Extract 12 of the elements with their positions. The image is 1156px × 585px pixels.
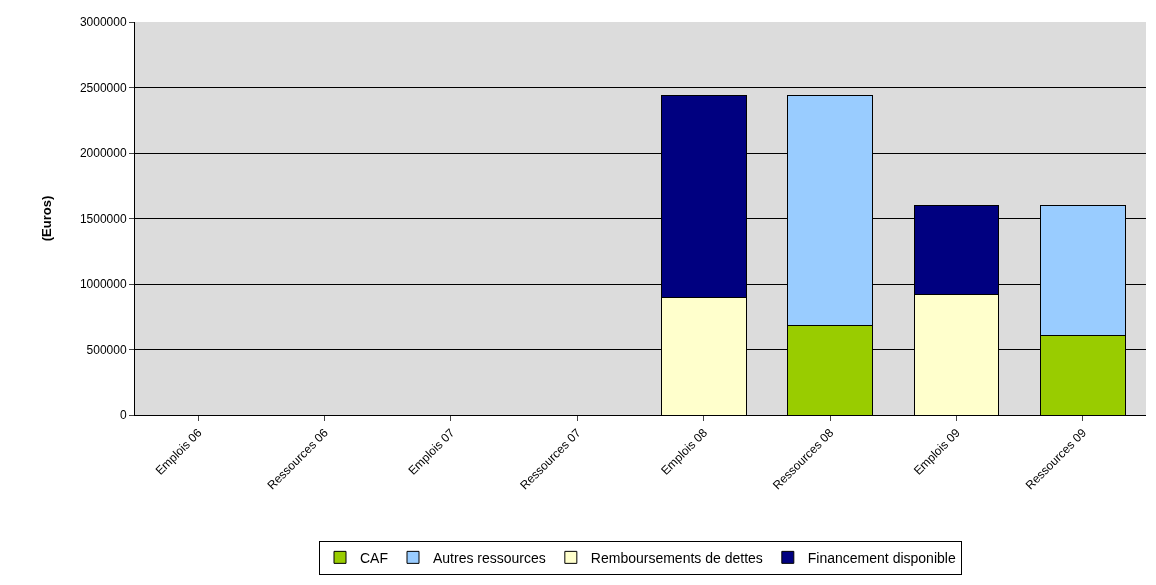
y-tick-label: 1500000 [79, 211, 127, 226]
y-tick-label: 3000000 [79, 15, 127, 30]
y-tick-label: 2000000 [79, 146, 127, 161]
y-tick-label: 1000000 [79, 277, 127, 292]
y-tick-label: 0 [119, 408, 127, 423]
legend-label: Remboursements de dettes [590, 549, 763, 566]
legend-label: Autres ressources [433, 549, 546, 566]
y-axis-title: (Euros) [38, 195, 54, 242]
y-tick-label: 500000 [86, 342, 127, 357]
legend-label: Financement disponible [807, 549, 956, 566]
y-tick-label: 2500000 [79, 80, 127, 95]
legend-label: CAF [360, 549, 388, 566]
